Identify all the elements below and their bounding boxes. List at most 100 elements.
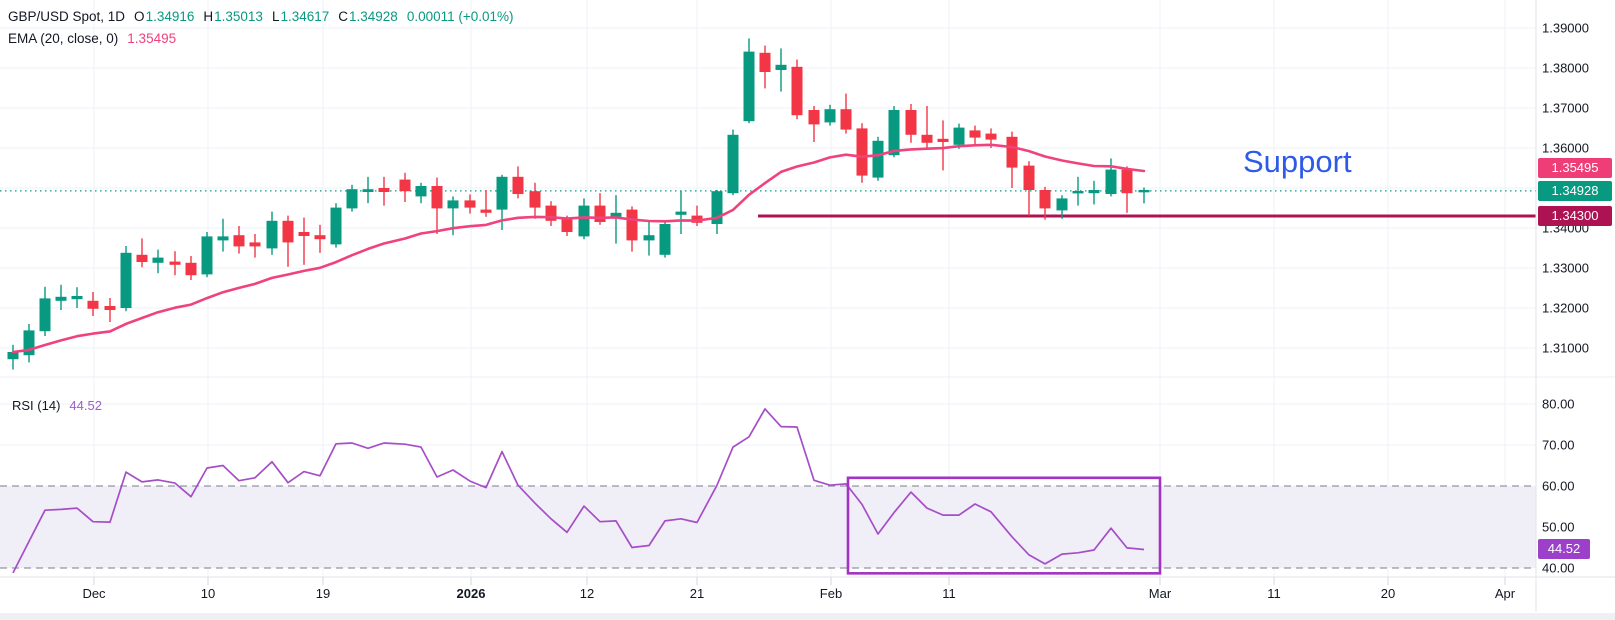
ohlc-open: O1.34916 <box>134 9 195 24</box>
candle-body <box>120 252 132 308</box>
time-axis-label: 11 <box>1267 586 1281 601</box>
ohlc-high: H1.35013 <box>203 9 263 24</box>
candle-body <box>346 189 358 209</box>
time-axis-label: Apr <box>1494 586 1516 601</box>
candle-body <box>1006 136 1018 168</box>
candle-body <box>55 296 67 301</box>
candle-body <box>791 66 803 116</box>
candle-body <box>905 110 917 135</box>
time-axis-label: Mar <box>1148 586 1172 601</box>
price-axis-label: 1.37000 <box>1542 100 1589 116</box>
candle-body <box>594 205 606 222</box>
candle-body <box>266 220 278 249</box>
candle-body <box>447 200 459 209</box>
ema-line[interactable] <box>11 143 1146 354</box>
ema-legend-row[interactable]: EMA (20, close, 0) 1.35495 <box>8 31 176 46</box>
candle-body <box>578 205 590 237</box>
candle-body <box>314 235 326 240</box>
candle-body <box>969 130 981 138</box>
price-axis-label: 1.39000 <box>1542 20 1589 36</box>
candlestick-series[interactable] <box>7 38 1150 370</box>
ema-value: 1.35495 <box>127 31 177 46</box>
candle-body <box>545 205 557 221</box>
rsi-legend-row[interactable]: RSI (14) 44.52 <box>12 398 102 413</box>
candle-body <box>233 235 245 247</box>
candle-body <box>249 242 261 247</box>
candle-body <box>1088 190 1100 194</box>
candle-body <box>464 200 476 208</box>
candle-body <box>856 128 868 176</box>
price-axis-label: 1.31000 <box>1542 340 1589 356</box>
ohlc-low: L1.34617 <box>271 9 330 24</box>
candle-body <box>561 218 573 232</box>
symbol-legend-row[interactable]: GBP/USD Spot, 1D O1.34916 H1.35013 L1.34… <box>8 9 514 24</box>
candle-body <box>691 215 703 223</box>
candle-body <box>1056 198 1068 211</box>
rsi-axis-label: 70.00 <box>1542 437 1575 453</box>
rsi-value: 44.52 <box>69 398 102 413</box>
candle-body <box>39 298 51 332</box>
price-axis-label: 1.38000 <box>1542 60 1589 76</box>
candle-body <box>378 188 390 192</box>
rsi-badge: 44.52 <box>1538 539 1590 560</box>
time-axis-label: Dec <box>82 586 106 601</box>
ema-label: EMA (20, close, 0) <box>8 31 119 46</box>
candle-body <box>136 254 148 262</box>
candle-body <box>1072 191 1084 194</box>
rsi-label: RSI (14) <box>12 398 61 413</box>
candle-body <box>711 191 723 224</box>
rsi-highlight-box[interactable] <box>846 476 1162 575</box>
candle-body <box>840 109 852 130</box>
candle-body <box>7 352 19 360</box>
candle-body <box>87 300 99 309</box>
candle-body <box>1138 189 1150 193</box>
candle-body <box>415 186 427 197</box>
candle-body <box>23 330 35 356</box>
candle-body <box>626 209 638 241</box>
time-axis-label: 12 <box>579 586 595 601</box>
candle-body <box>610 212 622 217</box>
time-axis-label: Feb <box>819 586 843 601</box>
price-axis-label: 1.33000 <box>1542 260 1589 276</box>
candle-body <box>872 140 884 178</box>
rsi-axis-label: 80.00 <box>1542 396 1575 412</box>
candle-body <box>282 220 294 243</box>
support-badge: 1.34300 <box>1538 206 1612 226</box>
candle-body <box>727 134 739 194</box>
candle-body <box>529 191 541 208</box>
candle-body <box>362 189 374 192</box>
rsi-axis-label: 60.00 <box>1542 478 1575 494</box>
candle-body <box>743 51 755 122</box>
time-axis-label: 2026 <box>456 586 486 601</box>
candle-body <box>71 296 83 300</box>
rsi-line[interactable] <box>12 408 1145 574</box>
time-axis-label: 10 <box>200 586 216 601</box>
rsi-axis-label: 40.00 <box>1542 560 1575 576</box>
candle-body <box>330 207 342 245</box>
candle-body <box>480 209 492 213</box>
candle-body <box>824 109 836 123</box>
candle-body <box>217 236 229 241</box>
symbol-title: GBP/USD Spot, 1D <box>8 9 126 24</box>
candle-body <box>1039 190 1051 209</box>
candle-body <box>1105 169 1117 194</box>
candle-body <box>1121 169 1133 194</box>
price-axis-label: 1.36000 <box>1542 140 1589 156</box>
candle-body <box>1023 165 1035 190</box>
price-axis-label: 1.32000 <box>1542 300 1589 316</box>
ohlc-close: C1.34928 <box>338 9 398 24</box>
candle-body <box>185 262 197 276</box>
candle-body <box>888 110 900 156</box>
close-badge: 1.34928 <box>1538 180 1612 201</box>
bottom-strip <box>0 613 1615 620</box>
candle-body <box>937 138 949 142</box>
time-axis-label: 21 <box>689 586 705 601</box>
time-axis-label: 19 <box>315 586 331 601</box>
support-label[interactable]: Support <box>1243 144 1352 179</box>
candle-body <box>775 64 787 70</box>
candle-body <box>659 224 671 255</box>
time-axis-label: 20 <box>1380 586 1396 601</box>
candle-body <box>808 110 820 125</box>
candle-body <box>512 176 524 194</box>
